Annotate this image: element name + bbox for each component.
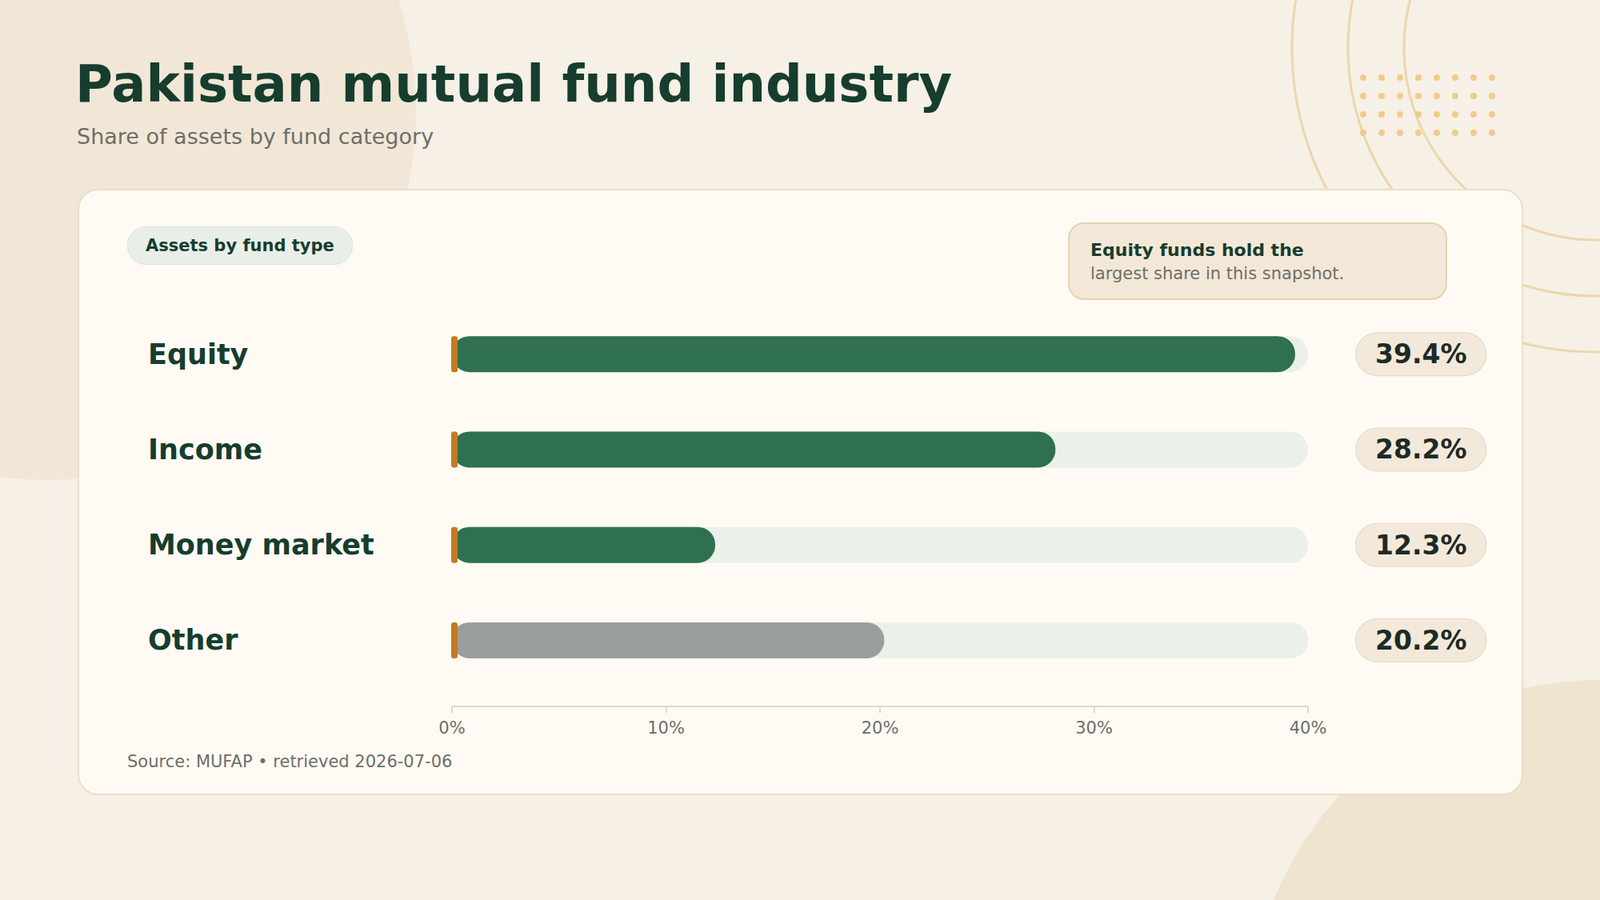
- html-text:Source: MUFAP • retrieved 2026: Source: MUFAP • retrieved 2026-07-06: [127, 752, 453, 772]
- html-text:Pakistan mutual fund industry: Pakistan mutual fund industry: [75, 54, 953, 114]
- svg-text:Money market: Money market: [148, 528, 375, 561]
- svg-text:10%: 10%: [647, 718, 685, 738]
- svg-text:0%: 0%: [438, 718, 465, 738]
- svg-text:20.2%: 20.2%: [1375, 624, 1468, 656]
- svg-text:28.2%: 28.2%: [1375, 433, 1468, 465]
- svg-text:Income: Income: [148, 433, 263, 466]
- svg-text:30%: 30%: [1075, 718, 1113, 738]
- svg-text:40%: 40%: [1289, 718, 1328, 738]
- html-text:Share of assets by fund catego: Share of assets by fund category: [76, 124, 434, 149]
- svg-text:39.4%: 39.4%: [1375, 338, 1468, 370]
- html-text:Assets by fund type: Assets by fund type: [145, 236, 335, 256]
- svg-text:Other: Other: [148, 624, 239, 656]
- html-text:Equity funds hold the: Equity funds hold the: [1090, 240, 1304, 260]
- svg-text:Equity: Equity: [148, 338, 249, 371]
- svg-text:12.3%: 12.3%: [1375, 529, 1468, 561]
- svg-text:20%: 20%: [861, 718, 900, 738]
- html-text:largest share in this snapshot: largest share in this snapshot.: [1090, 264, 1345, 284]
